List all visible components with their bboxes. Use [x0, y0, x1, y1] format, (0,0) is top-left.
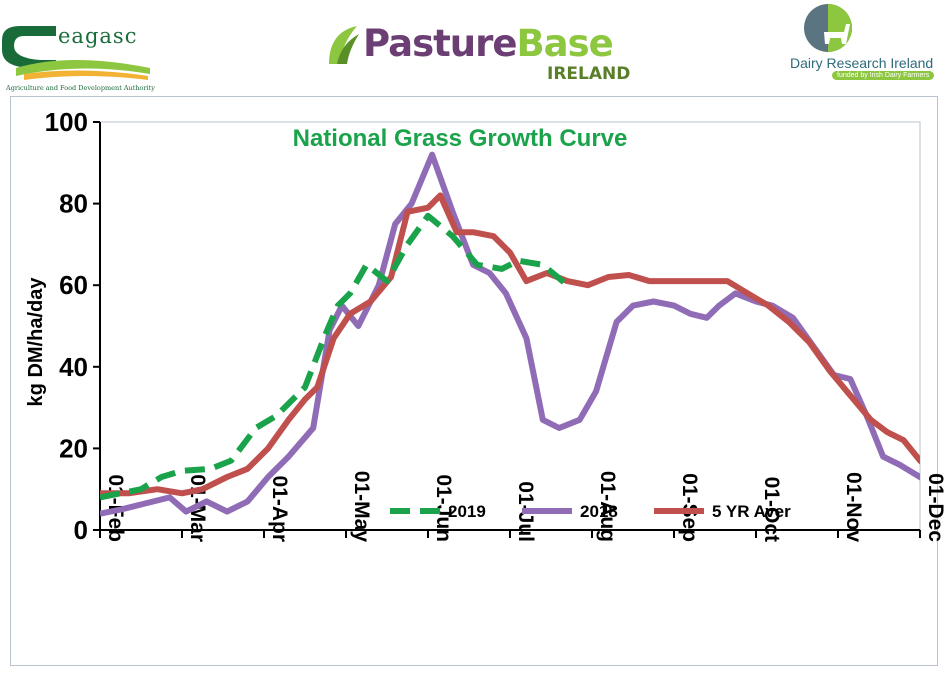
x-tick-label: 01-Sep: [678, 473, 701, 542]
dri-tagline: funded by Irish Dairy Farmers: [832, 71, 935, 80]
pasturebase-name-1: Pasture: [363, 22, 517, 65]
y-tick-label: 60: [59, 270, 88, 300]
teagasc-name: eagasc: [58, 24, 138, 48]
pasturebase-logo: PastureBase IRELAND: [325, 22, 635, 92]
header: eagasc Agriculture and Food Development …: [0, 0, 950, 100]
legend-label: 2019: [448, 502, 486, 521]
y-tick-label: 0: [74, 515, 88, 545]
cow-icon: [804, 4, 852, 52]
dairy-research-ireland-logo: Dairy Research Ireland funded by Irish D…: [780, 0, 950, 92]
teagasc-logo: eagasc Agriculture and Food Development …: [0, 10, 160, 92]
y-axis-label: kg DM/ha/day: [25, 277, 47, 407]
x-tick-label: 01-Apr: [268, 475, 291, 542]
x-tick-label: 01-Nov: [842, 472, 865, 542]
series-line-2019: [100, 212, 570, 501]
series-line-5-yr-aver: [100, 192, 920, 497]
pasturebase-name-2: Base: [516, 22, 613, 65]
pasturebase-subtitle: IRELAND: [547, 64, 631, 84]
chart-frame: [10, 96, 938, 666]
y-tick-label: 100: [45, 107, 88, 137]
teagasc-swoosh-icon: [2, 26, 150, 80]
legend-label: 5 YR Aver: [712, 502, 791, 521]
y-tick-label: 80: [59, 189, 88, 219]
x-tick-label: 01-Aug: [596, 471, 619, 542]
y-tick-label: 40: [59, 352, 88, 382]
x-tick-label: 01-Oct: [760, 477, 783, 542]
y-tick-label: 20: [59, 433, 88, 463]
teagasc-subtitle: Agriculture and Food Development Authori…: [6, 84, 155, 92]
x-tick-label: 01-Jun: [432, 474, 455, 542]
dri-name: Dairy Research Ireland: [790, 55, 934, 71]
legend-label: 2018: [580, 502, 618, 521]
x-tick-label: 01-May: [350, 471, 373, 543]
x-tick-label: 01-Dec: [924, 473, 947, 542]
pasturebase-name: PastureBase: [363, 22, 614, 65]
grass-leaf-icon: [329, 26, 359, 64]
chart-title: National Grass Growth Curve: [293, 125, 628, 152]
